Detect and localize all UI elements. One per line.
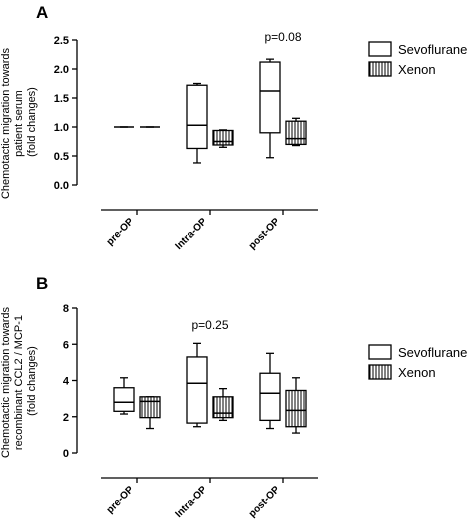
legend-label-xenon: Xenon bbox=[398, 365, 436, 380]
legend: Sevoflurane Xenon bbox=[368, 344, 467, 380]
x-tick-label: pre-OP bbox=[105, 216, 137, 248]
y-tick-label: 2 bbox=[63, 412, 69, 424]
box-sevoflurane bbox=[259, 352, 281, 430]
y-tick-label: 1.5 bbox=[54, 93, 69, 105]
panel-letter: A bbox=[36, 3, 48, 22]
x-tick-label: post-OP bbox=[247, 216, 283, 252]
box-xenon bbox=[212, 129, 234, 148]
y-axis-label-line: (fold changes) bbox=[26, 87, 38, 157]
x-tick-label: Intra-OP bbox=[173, 484, 209, 520]
legend-swatch-sevoflurane bbox=[368, 344, 392, 360]
y-axis-label-line: Chemotactic migration towards bbox=[0, 48, 12, 200]
panel-a: A Chemotactic migration towards patient … bbox=[0, 3, 318, 252]
box-iqr bbox=[186, 356, 208, 424]
y-tick-label: 8 bbox=[63, 303, 69, 315]
box-iqr bbox=[139, 396, 161, 419]
box-iqr bbox=[186, 84, 208, 150]
legend-label-sevoflurane: Sevoflurane bbox=[398, 345, 467, 360]
y-axis-label: Chemotactic migration towards patient se… bbox=[0, 45, 38, 199]
p-value-annotation: p=0.08 bbox=[264, 30, 301, 44]
box-xenon bbox=[139, 396, 161, 430]
x-tick-label: post-OP bbox=[247, 484, 283, 520]
box-iqr bbox=[113, 387, 135, 412]
panel-letter: B bbox=[36, 274, 48, 293]
y-tick-label: 0.0 bbox=[54, 180, 69, 192]
y-tick-label: 6 bbox=[63, 339, 69, 351]
box-xenon bbox=[285, 377, 307, 434]
box-iqr bbox=[212, 129, 234, 146]
x-tick-label: pre-OP bbox=[105, 484, 137, 516]
y-axis-label-line: Chemotactic migration towards bbox=[0, 307, 12, 459]
box-sevoflurane bbox=[186, 342, 208, 428]
y-tick-label: 2.0 bbox=[54, 64, 69, 76]
y-tick-label: 1.0 bbox=[54, 122, 69, 134]
y-tick-label: 4 bbox=[63, 376, 70, 388]
box-sevoflurane bbox=[259, 58, 281, 159]
y-tick-label: 2.5 bbox=[54, 35, 69, 47]
legend-swatch-xenon bbox=[368, 61, 392, 77]
box-sevoflurane bbox=[113, 377, 135, 415]
x-tick-label: Intra-OP bbox=[173, 216, 209, 252]
legend-swatch-xenon bbox=[368, 364, 392, 380]
box-iqr bbox=[259, 61, 281, 134]
y-axis-label-line: recombinant CCL2 / MCP-1 bbox=[13, 315, 25, 450]
box-iqr bbox=[259, 372, 281, 422]
box-iqr bbox=[285, 120, 307, 146]
y-axis-label-line: patient serum bbox=[13, 90, 25, 157]
legend-label-xenon: Xenon bbox=[398, 62, 436, 77]
box-xenon bbox=[212, 388, 234, 422]
legend: Sevoflurane Xenon bbox=[368, 41, 467, 77]
y-tick-label: 0.5 bbox=[54, 151, 69, 163]
panel-b: B Chemotactic migration towards recombin… bbox=[0, 274, 318, 520]
y-tick-label: 0 bbox=[63, 448, 69, 460]
y-axis-label-line: (fold changes) bbox=[26, 346, 38, 416]
box-iqr bbox=[212, 396, 234, 419]
y-axis-label: Chemotactic migration towards recombinan… bbox=[0, 304, 38, 458]
box-xenon bbox=[285, 117, 307, 147]
p-value-annotation: p=0.25 bbox=[191, 318, 228, 332]
legend-label-sevoflurane: Sevoflurane bbox=[398, 42, 467, 57]
box-sevoflurane bbox=[186, 82, 208, 164]
box-iqr bbox=[285, 389, 307, 428]
legend-swatch-sevoflurane bbox=[368, 41, 392, 57]
